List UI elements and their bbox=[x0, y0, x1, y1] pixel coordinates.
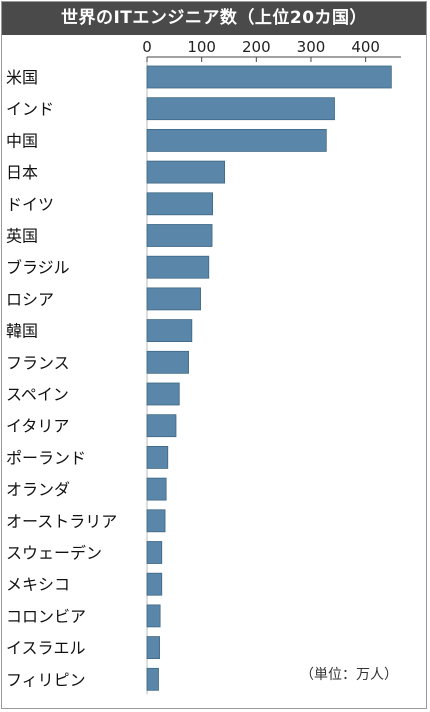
bar bbox=[146, 255, 210, 279]
x-tick-label: 200 bbox=[242, 38, 271, 56]
unit-note: （単位：万人） bbox=[300, 667, 398, 683]
bar bbox=[146, 477, 167, 501]
bar bbox=[146, 509, 166, 533]
category-label: オーストラリア bbox=[6, 512, 117, 531]
x-tick-label: 300 bbox=[297, 38, 326, 56]
bar bbox=[146, 636, 160, 659]
category-label: ブラジル bbox=[6, 258, 70, 277]
bar bbox=[146, 382, 180, 406]
bar bbox=[146, 224, 213, 247]
category-label: ポーランド bbox=[6, 448, 86, 467]
category-label: ドイツ bbox=[6, 195, 54, 214]
chart-title: 世界のITエンジニア数（上位20カ国） bbox=[2, 2, 426, 35]
category-label: インド bbox=[6, 100, 54, 119]
x-tick-label: 400 bbox=[351, 38, 380, 56]
bar bbox=[146, 350, 189, 374]
category-label: 英国 bbox=[6, 227, 38, 246]
bar bbox=[146, 128, 327, 152]
category-label: メキシコ bbox=[6, 575, 70, 594]
category-label: フィリピン bbox=[6, 670, 86, 689]
x-tick-label: 0 bbox=[142, 38, 152, 56]
bar bbox=[146, 192, 213, 216]
category-label: ロシア bbox=[6, 290, 54, 309]
category-label: オランダ bbox=[6, 480, 70, 499]
bar bbox=[146, 541, 163, 564]
category-label: コロンビア bbox=[6, 607, 86, 626]
bar bbox=[146, 414, 177, 438]
bar bbox=[146, 287, 201, 311]
category-label: イスラエル bbox=[6, 639, 86, 658]
category-label: 米国 bbox=[6, 68, 38, 87]
bar bbox=[146, 604, 161, 628]
bar bbox=[146, 319, 193, 343]
bar bbox=[146, 572, 163, 596]
bar bbox=[146, 160, 226, 184]
category-label: スペイン bbox=[6, 385, 69, 404]
category-label: 日本 bbox=[6, 163, 38, 182]
bar bbox=[146, 97, 335, 121]
x-tick-label: 100 bbox=[187, 38, 216, 56]
category-label: 中国 bbox=[6, 131, 38, 150]
category-label: スウェーデン bbox=[6, 544, 102, 563]
category-label: イタリア bbox=[6, 417, 69, 436]
bar bbox=[146, 65, 392, 89]
bar bbox=[146, 445, 169, 469]
bar bbox=[146, 667, 159, 691]
category-label: フランス bbox=[6, 353, 70, 372]
category-label: 韓国 bbox=[6, 322, 38, 341]
